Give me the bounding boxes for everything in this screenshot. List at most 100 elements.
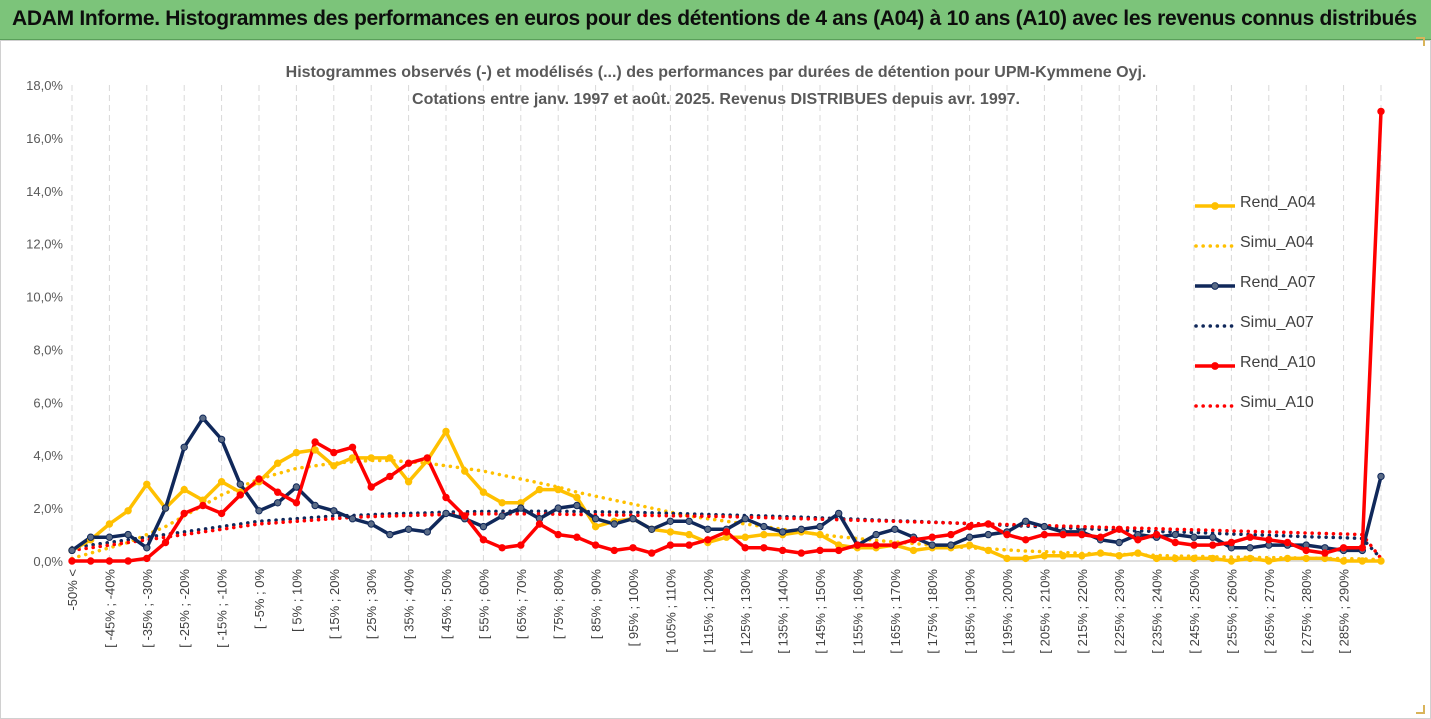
data-point-rend-a10 xyxy=(1358,544,1367,552)
data-point-rend-a07 xyxy=(1190,533,1198,541)
data-point-rend-a10 xyxy=(479,536,488,544)
data-point-rend-a10 xyxy=(1246,533,1254,541)
x-tick-label: [ 25% ; 30% xyxy=(364,569,379,640)
x-tick-label: [ 135% ; 140% xyxy=(776,569,791,654)
data-point-rend-a07 xyxy=(1246,544,1254,552)
x-tick-label: [ 215% ; 220% xyxy=(1075,569,1090,654)
data-point-rend-a04 xyxy=(180,485,188,494)
data-point-rend-a07 xyxy=(386,530,394,539)
data-point-rend-a04 xyxy=(1096,549,1105,557)
data-point-rend-a07 xyxy=(311,501,319,510)
data-point-rend-a07 xyxy=(666,517,675,525)
data-point-rend-a07 xyxy=(68,546,76,555)
data-point-rend-a07 xyxy=(704,525,712,533)
data-point-rend-a10 xyxy=(573,533,581,541)
data-point-rend-a10 xyxy=(1339,544,1348,552)
data-point-rend-a10 xyxy=(404,459,413,467)
legend-item-simu-a04: Simu_A04 xyxy=(1193,226,1343,266)
data-point-rend-a10 xyxy=(124,557,132,565)
data-point-rend-a04 xyxy=(741,533,749,541)
y-tick-label: 4,0% xyxy=(33,448,63,463)
x-tick-label: [ 165% ; 170% xyxy=(888,569,903,654)
x-tick-label: [ 45% ; 50% xyxy=(439,569,454,640)
data-point-rend-a04 xyxy=(143,480,151,488)
data-point-rend-a07 xyxy=(741,515,749,523)
data-point-rend-a04 xyxy=(1246,554,1254,563)
data-point-rend-a10 xyxy=(1227,538,1236,547)
data-point-rend-a10 xyxy=(778,546,787,555)
data-point-rend-a07 xyxy=(143,544,151,552)
data-point-rend-a07 xyxy=(872,530,880,539)
data-point-rend-a04 xyxy=(1040,552,1049,560)
x-tick-label: [ 285% ; 290% xyxy=(1337,569,1352,654)
data-point-rend-a04 xyxy=(1209,554,1217,563)
data-point-rend-a04 xyxy=(666,528,675,536)
data-point-rend-a10 xyxy=(909,536,918,544)
data-point-rend-a10 xyxy=(1209,541,1217,549)
data-point-rend-a07 xyxy=(517,504,525,512)
data-point-rend-a10 xyxy=(274,488,282,496)
legend-swatch-rend-a04 xyxy=(1195,202,1235,210)
y-tick-label: 14,0% xyxy=(26,184,63,199)
report-header-banner: ADAM Informe. Histogrammes des performan… xyxy=(0,0,1431,40)
data-point-rend-a04 xyxy=(1302,554,1310,563)
legend-item-rend-a10: Rend_A10 xyxy=(1193,346,1343,386)
x-tick-label: [ 245% ; 250% xyxy=(1187,569,1202,654)
data-point-rend-a10 xyxy=(760,544,768,552)
data-point-rend-a04 xyxy=(984,546,992,555)
data-point-rend-a07 xyxy=(629,515,637,523)
legend-label-simu-a10: Simu_A10 xyxy=(1240,394,1314,411)
data-point-rend-a10 xyxy=(461,512,469,520)
data-point-rend-a10 xyxy=(1265,536,1273,544)
data-point-rend-a04 xyxy=(124,507,132,515)
data-point-rend-a07 xyxy=(685,517,693,525)
data-point-rend-a10 xyxy=(685,541,693,549)
data-point-rend-a07 xyxy=(442,509,450,518)
data-point-rend-a07 xyxy=(965,533,974,541)
x-tick-label: [ 175% ; 180% xyxy=(925,569,940,654)
data-point-rend-a07 xyxy=(760,522,768,531)
legend-swatch-rend-a10 xyxy=(1195,362,1235,370)
data-point-rend-a07 xyxy=(1377,472,1385,481)
data-point-rend-a10 xyxy=(535,520,544,528)
data-point-rend-a07 xyxy=(105,533,114,541)
data-point-rend-a04 xyxy=(1115,552,1123,560)
report-title: ADAM Informe. Histogrammes des performan… xyxy=(12,7,1417,30)
legend-label-simu-a04: Simu_A04 xyxy=(1240,234,1314,251)
data-point-rend-a07 xyxy=(610,520,618,528)
x-tick-label: [ 225% ; 230% xyxy=(1112,569,1127,654)
x-tick-label: [ 55% ; 60% xyxy=(476,569,491,640)
y-tick-label: 0,0% xyxy=(33,554,63,569)
data-point-rend-a10 xyxy=(442,493,450,502)
x-tick-label: [ 85% ; 90% xyxy=(589,569,604,640)
data-point-rend-a10 xyxy=(965,522,974,531)
series-line-simu-a07 xyxy=(70,509,1383,561)
y-tick-label: 2,0% xyxy=(33,501,63,516)
data-point-rend-a04 xyxy=(909,546,918,555)
x-tick-label: [ 105% ; 110% xyxy=(663,569,678,653)
data-point-rend-a10 xyxy=(1302,546,1310,555)
legend-label-rend-a10: Rend_A10 xyxy=(1240,354,1316,371)
data-point-rend-a10 xyxy=(816,546,824,555)
data-point-rend-a07 xyxy=(180,443,188,451)
data-point-rend-a04 xyxy=(1171,554,1180,563)
data-point-rend-a04 xyxy=(1003,554,1011,563)
data-point-rend-a04 xyxy=(404,478,413,486)
data-point-rend-a04 xyxy=(1283,554,1292,563)
data-point-rend-a10 xyxy=(1078,530,1086,539)
legend-swatch-rend-a07 xyxy=(1195,282,1235,290)
x-tick-label: [ 275% ; 280% xyxy=(1299,569,1314,654)
performance-histogram-chart: Histogrammes observés (-) et modélisés (… xyxy=(26,64,1385,654)
data-point-rend-a07 xyxy=(1171,530,1180,539)
data-point-rend-a07 xyxy=(984,530,992,539)
legend-item-simu-a07: Simu_A07 xyxy=(1193,306,1343,346)
frame-corner-handle-bottom-right xyxy=(1416,705,1425,714)
legend-item-simu-a10: Simu_A10 xyxy=(1193,386,1343,426)
data-point-rend-a10 xyxy=(1021,536,1030,544)
y-tick-label: 10,0% xyxy=(26,290,63,305)
x-tick-label: [ -15% ; -10% xyxy=(215,569,230,648)
chart-title: Histogrammes observés (-) et modélisés (… xyxy=(286,64,1147,81)
x-tick-label: [ -25% ; -20% xyxy=(177,569,192,648)
y-tick-label: 18,0% xyxy=(26,78,63,93)
data-point-rend-a07 xyxy=(124,530,132,539)
